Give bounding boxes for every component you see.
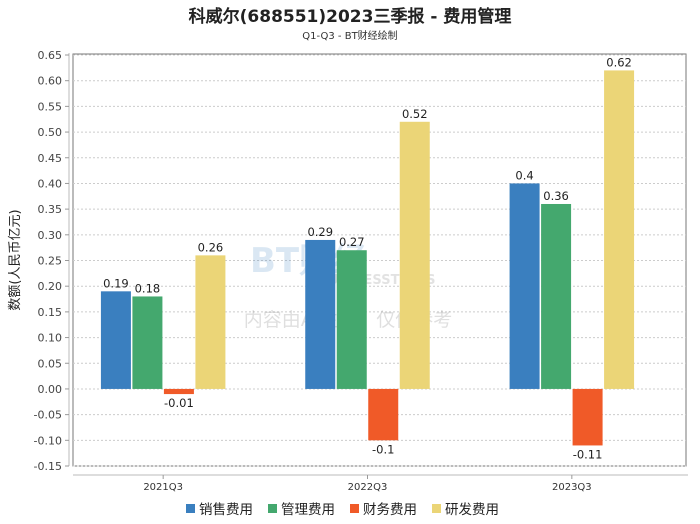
x-tick-label: 2022Q3 xyxy=(348,482,388,493)
legend-label: 销售费用 xyxy=(199,502,253,518)
y-tick-label: -0.05 xyxy=(34,409,62,422)
legend-swatch xyxy=(186,504,195,513)
bar xyxy=(132,296,163,389)
x-tick-label: 2023Q3 xyxy=(552,482,592,493)
legend-swatch xyxy=(350,504,359,513)
y-tick-label: 0.65 xyxy=(38,49,63,62)
y-tick-label: 0.00 xyxy=(38,383,63,396)
bar xyxy=(336,250,367,389)
bar xyxy=(399,121,430,389)
legend-swatch xyxy=(432,504,441,513)
data-label: 0.62 xyxy=(606,55,632,69)
y-tick-label: -0.15 xyxy=(34,460,62,473)
data-label: 0.19 xyxy=(103,276,129,290)
y-tick-label: 0.40 xyxy=(38,177,63,190)
data-label: -0.1 xyxy=(372,442,394,456)
legend-swatch xyxy=(268,504,277,513)
data-label: 0.18 xyxy=(135,281,161,295)
x-tick-label: 2021Q3 xyxy=(143,482,183,493)
bar xyxy=(305,239,336,389)
data-label: 0.29 xyxy=(307,225,333,239)
y-tick-label: 0.25 xyxy=(38,255,63,268)
data-label: 0.52 xyxy=(402,107,428,121)
y-tick-label: 0.60 xyxy=(38,75,63,88)
y-tick-label: 0.05 xyxy=(38,357,63,370)
y-tick-label: 0.55 xyxy=(38,100,63,113)
data-label: 0.36 xyxy=(543,189,569,203)
bar xyxy=(604,70,635,389)
bar xyxy=(541,203,572,389)
bar xyxy=(368,388,399,441)
bar xyxy=(195,255,226,389)
legend-label: 管理费用 xyxy=(281,502,335,518)
y-tick-label: 0.30 xyxy=(38,229,63,242)
bar xyxy=(163,388,194,395)
chart-title: 科威尔(688551)2023三季报 - 费用管理 xyxy=(189,6,512,27)
data-label: 0.4 xyxy=(515,168,533,182)
legend-label: 财务费用 xyxy=(363,502,417,518)
chart-subtitle: Q1-Q3 - BT财经绘制 xyxy=(302,29,397,42)
y-tick-label: 0.15 xyxy=(38,306,63,319)
data-label: -0.11 xyxy=(573,447,603,461)
data-label: 0.27 xyxy=(339,235,365,249)
y-tick-label: 0.20 xyxy=(38,280,63,293)
bar xyxy=(572,388,603,446)
y-tick-label: -0.10 xyxy=(34,434,62,447)
data-label: 0.26 xyxy=(198,240,224,254)
y-tick-label: 0.50 xyxy=(38,126,63,139)
legend-label: 研发费用 xyxy=(445,502,499,518)
data-label: -0.01 xyxy=(164,396,194,410)
bar xyxy=(509,183,540,389)
bar xyxy=(100,291,131,389)
y-tick-label: 0.10 xyxy=(38,332,63,345)
y-tick-label: 0.35 xyxy=(38,203,63,216)
y-axis-label: 数额(人民币亿元) xyxy=(8,209,23,310)
y-tick-label: 0.45 xyxy=(38,152,63,165)
